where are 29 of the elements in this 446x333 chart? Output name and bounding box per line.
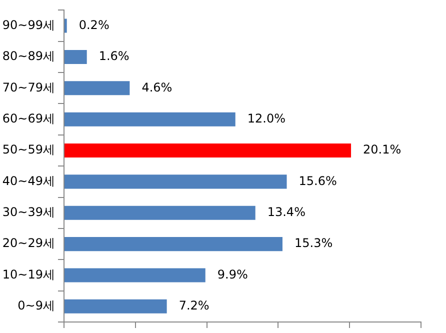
data-label: 4.6% xyxy=(142,80,172,94)
y-tick-label: 60~69세 xyxy=(2,111,55,126)
data-label: 1.6% xyxy=(98,49,130,64)
y-tick-label: 50~59세 xyxy=(2,142,55,157)
data-label: 12.0% xyxy=(247,111,286,126)
bar xyxy=(64,206,256,220)
data-label: 15.3% xyxy=(294,236,333,250)
y-tick-label: 90~99세 xyxy=(2,18,55,32)
bar xyxy=(64,143,352,158)
y-tick-label: 10~19세 xyxy=(2,267,55,282)
y-tick-label: 0~9세 xyxy=(18,298,55,313)
data-label: 20.1% xyxy=(363,142,402,157)
y-tick-label: 20~29세 xyxy=(2,236,55,250)
bar xyxy=(64,237,282,252)
y-tick-label: 30~39세 xyxy=(2,204,55,219)
bar xyxy=(64,268,206,282)
data-label: 15.6% xyxy=(298,174,337,188)
y-tick-label: 70~79세 xyxy=(2,80,55,94)
y-tick-label: 40~49세 xyxy=(2,174,55,188)
data-label: 7.2% xyxy=(178,298,210,313)
data-label: 9.9% xyxy=(217,267,248,282)
bar xyxy=(64,50,87,64)
data-label: 13.4% xyxy=(267,204,306,219)
bar xyxy=(64,112,236,126)
data-label: 0.2% xyxy=(78,18,110,32)
y-tick-label: 80~89세 xyxy=(2,49,55,64)
bar xyxy=(64,299,167,314)
bar xyxy=(64,174,287,189)
bar xyxy=(64,81,130,96)
